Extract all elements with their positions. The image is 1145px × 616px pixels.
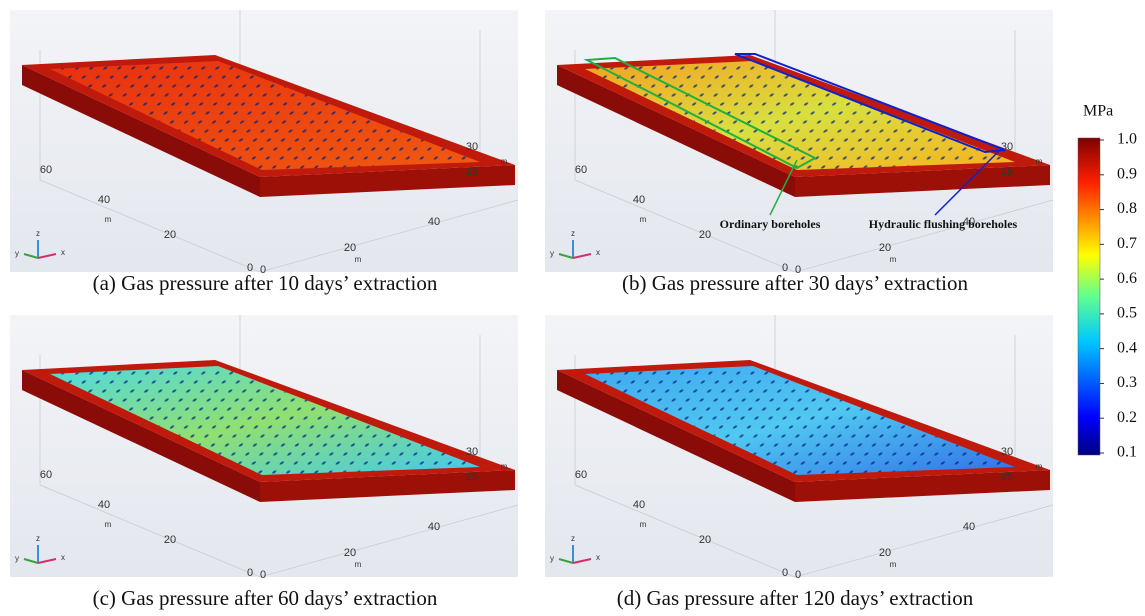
y-axis-unit: m xyxy=(105,215,112,224)
x-axis-unit: m xyxy=(890,560,897,569)
y-tick-label: 40 xyxy=(633,499,645,511)
colorbar-tick-label: 0.9 xyxy=(1117,165,1137,182)
y-axis-unit: m xyxy=(640,215,647,224)
colorbar xyxy=(1078,138,1100,455)
triad-label: x xyxy=(61,248,65,257)
x-axis-unit: m xyxy=(355,560,362,569)
z-axis-unit: m xyxy=(501,157,508,166)
x-tick-label: 40 xyxy=(428,216,440,228)
z-axis-unit: m xyxy=(1036,462,1043,471)
x-tick-label: 0 xyxy=(795,569,801,581)
colorbar-tick-label: 0.1 xyxy=(1117,444,1137,461)
x-tick-label: 20 xyxy=(879,242,891,254)
y-tick-label: 20 xyxy=(164,534,176,546)
y-tick-label: 20 xyxy=(164,229,176,241)
y-tick-label: 60 xyxy=(575,164,587,176)
x-tick-label: 20 xyxy=(344,547,356,559)
x-tick-label: 40 xyxy=(963,521,975,533)
z-tick-label: 30 xyxy=(1001,446,1013,458)
y-axis-unit: m xyxy=(105,520,112,529)
panel-caption: (b) Gas pressure after 30 days’ extracti… xyxy=(622,271,968,295)
triad-label: y xyxy=(15,249,19,258)
colorbar-tick-label: 0.7 xyxy=(1117,235,1137,252)
annotation: Hydraulic flushing boreholes xyxy=(869,217,1018,231)
triad-label: z xyxy=(36,229,40,238)
colorbar-unit: MPa xyxy=(1083,103,1113,120)
x-axis-unit: m xyxy=(890,255,897,264)
triad-label: x xyxy=(61,553,65,562)
annotation: Ordinary boreholes xyxy=(720,217,821,231)
y-tick-label: 20 xyxy=(699,534,711,546)
y-tick-label: 60 xyxy=(40,469,52,481)
panel-caption: (c) Gas pressure after 60 days’ extracti… xyxy=(93,586,438,610)
panel: 30 25 m 60 40 20 0 m 0 20 40 m z y x xyxy=(545,315,1053,581)
colorbar-tick-label: 1.0 xyxy=(1117,131,1137,148)
triad-label: z xyxy=(571,534,575,543)
y-tick-label: 20 xyxy=(699,229,711,241)
colorbar-tick-label: 0.6 xyxy=(1117,270,1137,287)
x-tick-label: 0 xyxy=(260,569,266,581)
triad-label: x xyxy=(596,553,600,562)
y-tick-label: 40 xyxy=(633,194,645,206)
z-tick-label: 25 xyxy=(466,166,478,178)
triad-label: y xyxy=(15,554,19,563)
triad-label: x xyxy=(596,248,600,257)
x-tick-label: 40 xyxy=(428,521,440,533)
y-tick-label: 60 xyxy=(40,164,52,176)
triad-label: z xyxy=(571,229,575,238)
y-tick-label: 0 xyxy=(247,567,253,579)
y-tick-label: 60 xyxy=(575,469,587,481)
colorbar-tick-label: 0.8 xyxy=(1117,200,1137,217)
triad-label: y xyxy=(550,554,554,563)
x-axis-unit: m xyxy=(355,255,362,264)
colorbar-tick-label: 0.4 xyxy=(1117,339,1137,356)
z-tick-label: 25 xyxy=(1001,471,1013,483)
triad-label: y xyxy=(550,249,554,258)
y-tick-label: 0 xyxy=(782,567,788,579)
x-tick-label: 20 xyxy=(344,242,356,254)
y-axis-unit: m xyxy=(640,520,647,529)
z-axis-unit: m xyxy=(501,462,508,471)
z-tick-label: 25 xyxy=(466,471,478,483)
colorbar-tick-label: 0.2 xyxy=(1117,409,1137,426)
y-tick-label: 40 xyxy=(98,194,110,206)
z-axis-unit: m xyxy=(1036,157,1043,166)
panel: 30 25 m 60 40 20 0 m 0 20 40 m z y x xyxy=(10,315,518,581)
z-tick-label: 25 xyxy=(1001,166,1013,178)
z-tick-label: 30 xyxy=(466,446,478,458)
z-tick-label: 30 xyxy=(466,141,478,153)
panel-caption: (a) Gas pressure after 10 days’ extracti… xyxy=(93,271,438,295)
y-tick-label: 40 xyxy=(98,499,110,511)
triad-label: z xyxy=(36,534,40,543)
x-tick-label: 20 xyxy=(879,547,891,559)
figure: MPa 30 25 m 60 40 20 0 m 0 20 40 m z y x (a) Gas pressu… xyxy=(0,0,1145,616)
colorbar-tick-label: 0.3 xyxy=(1117,374,1137,391)
panel-caption: (d) Gas pressure after 120 days’ extract… xyxy=(617,586,974,610)
colorbar-tick-label: 0.5 xyxy=(1117,305,1137,322)
